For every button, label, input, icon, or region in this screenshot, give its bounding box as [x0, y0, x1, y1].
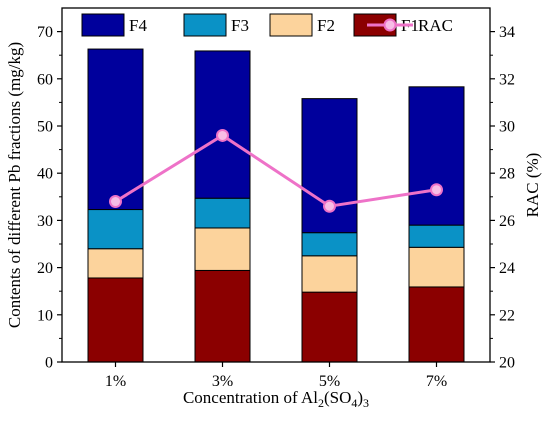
y2-tick-label: 28 — [499, 166, 515, 183]
legend-marker-rac — [383, 18, 397, 32]
x-tick-label: 7% — [426, 373, 447, 390]
y2-tick-label: 30 — [499, 119, 515, 136]
y-tick-label: 70 — [37, 24, 53, 41]
y2-tick-label: 34 — [499, 24, 515, 41]
bar-f4-2 — [194, 50, 251, 199]
bar-f1-1 — [87, 277, 144, 363]
legend-label-rac: RAC — [418, 16, 453, 35]
bar-f1-4 — [408, 286, 465, 363]
y2-tick-label: 22 — [499, 307, 515, 324]
bar-f4-4 — [408, 86, 465, 226]
x-axis-title-sub1: 2 — [318, 396, 324, 410]
y-tick-label: 60 — [37, 71, 53, 88]
x-axis-title-mid: (SO — [324, 388, 351, 407]
bar-f3-1 — [87, 209, 144, 250]
rac-point-1 — [109, 195, 122, 209]
rac-line — [114, 133, 437, 208]
x-axis-title-prefix: Concentration of Al — [183, 388, 318, 407]
bar-f2-2 — [194, 227, 251, 271]
bar-f2-3 — [301, 255, 358, 293]
bar-f1-3 — [301, 291, 358, 363]
legend-label-f3: F3 — [231, 16, 249, 35]
legend-label-f4: F4 — [129, 16, 147, 35]
x-axis-title-suffix: ) — [357, 388, 363, 407]
legend-swatch-f3 — [183, 13, 227, 37]
x-axis-title-sub3: 3 — [363, 396, 369, 410]
rac-point-2 — [216, 128, 229, 142]
y-tick-label: 30 — [37, 213, 53, 230]
bar-f1-2 — [194, 269, 251, 363]
rac-point-4 — [430, 183, 443, 197]
bar-f3-2 — [194, 197, 251, 229]
y2-axis-title: RAC (%) — [523, 153, 542, 218]
bar-f2-4 — [408, 246, 465, 288]
x-axis-title-sub2: 4 — [351, 396, 357, 410]
y2-tick-label: 20 — [499, 355, 515, 372]
rac-point-3 — [323, 199, 336, 213]
y-tick-label: 40 — [37, 166, 53, 183]
y-tick-label: 10 — [37, 307, 53, 324]
legend-swatch-f4 — [81, 13, 125, 37]
y2-tick-label: 24 — [499, 260, 515, 277]
plot-frame — [61, 7, 491, 363]
y-tick-label: 50 — [37, 119, 53, 136]
axes-layer: 0 10 20 30 40 50 60 70 20 22 24 26 28 30 32 34 1% 3% 5% 7% — [37, 24, 515, 390]
bar-f3-4 — [408, 224, 465, 248]
legend: F4 F3 F2 F1 RAC — [81, 13, 453, 37]
x-axis-title: Concentration of Al2(SO4)3 — [183, 388, 369, 410]
bars-layer — [87, 48, 465, 363]
bar-f3-3 — [301, 232, 358, 257]
y2-tick-label: 26 — [499, 213, 515, 230]
x-tick-label: 3% — [212, 373, 233, 390]
x-tick-label: 5% — [319, 373, 340, 390]
y-tick-label: 20 — [37, 260, 53, 277]
rac-line-layer — [109, 128, 443, 213]
y-tick-label: 0 — [45, 355, 53, 372]
legend-swatch-f2 — [269, 13, 313, 37]
y2-tick-label: 32 — [499, 71, 515, 88]
bar-f2-1 — [87, 248, 144, 279]
y-axis-title: Contents of different Pb fractions (mg/k… — [5, 42, 24, 328]
legend-label-f2: F2 — [317, 16, 335, 35]
bar-f4-1 — [87, 48, 144, 211]
x-tick-label: 1% — [105, 373, 126, 390]
